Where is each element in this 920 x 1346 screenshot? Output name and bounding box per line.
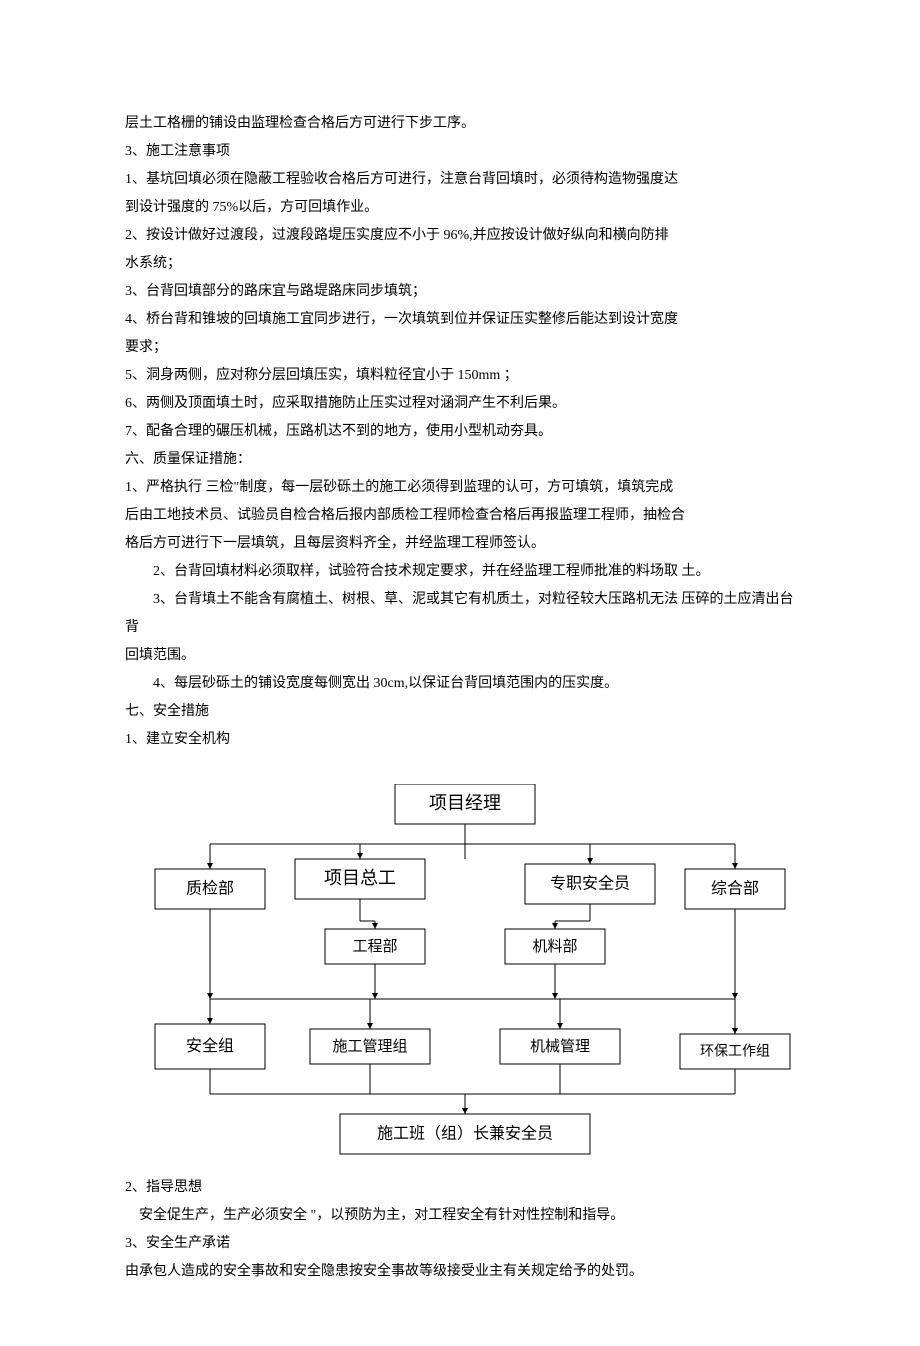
paragraph: 水系统；: [125, 250, 800, 278]
paragraph: 3、安全生产承诺: [125, 1230, 800, 1258]
svg-text:安全组: 安全组: [186, 1037, 234, 1055]
paragraph: 六、质量保证措施：: [125, 446, 800, 474]
paragraph: 4、每层砂砾土的铺设宽度每侧宽出 30cm,以保证台背回填范围内的压实度。: [125, 670, 800, 698]
paragraph: 七、安全措施: [125, 698, 800, 726]
svg-text:质检部: 质检部: [186, 880, 234, 898]
paragraph: 2、按设计做好过渡段，过渡段路堤压实度应不小于 96%,并应按设计做好纵向和横向…: [125, 222, 800, 250]
paragraph: 3、台背回填部分的路床宜与路堤路床同步填筑；: [125, 278, 800, 306]
paragraph: 1、严格执行 三检"制度，每一层砂砾土的施工必须得到监理的认可，方可填筑，填筑完…: [125, 474, 800, 502]
paragraph: 格后方可进行下一层填筑，且每层资料齐全，并经监理工程师签认。: [125, 530, 800, 558]
paragraph: 7、配备合理的碾压机械，压路机达不到的地方，使用小型机动夯具。: [125, 418, 800, 446]
paragraph: 到设计强度的 75%以后，方可回填作业。: [125, 194, 800, 222]
svg-text:机械管理: 机械管理: [530, 1038, 590, 1055]
org-chart: 项目经理质检部 项目总工 专职安全员 综合部工程部 机料部安全组 施工管理组 机械管理 环保工…: [125, 784, 805, 1164]
paragraph: 1、建立安全机构: [125, 726, 800, 754]
paragraph: 要求；: [125, 334, 800, 362]
paragraph: 回填范围。: [125, 642, 800, 670]
svg-text:工程部: 工程部: [352, 938, 397, 955]
svg-text:综合部: 综合部: [711, 880, 759, 898]
svg-text:机料部: 机料部: [532, 938, 577, 955]
paragraph: 4、桥台背和锥坡的回填施工宜同步进行，一次填筑到位并保证压实整修后能达到设计宽度: [125, 306, 800, 334]
paragraph: 由承包人造成的安全事故和安全隐患按安全事故等级接受业主有关规定给予的处罚。: [125, 1258, 800, 1286]
paragraph: 后由工地技术员、试验员自检合格后报内部质检工程师检查合格后再报监理工程师，抽检合: [125, 502, 800, 530]
svg-text:施工管理组: 施工管理组: [332, 1038, 407, 1055]
svg-text:环保工作组: 环保工作组: [700, 1044, 770, 1060]
paragraph: 1、基坑回填必须在隐蔽工程验收合格后方可进行，注意台背回填时，必须待构造物强度达: [125, 166, 800, 194]
paragraph: 2、指导思想: [125, 1174, 800, 1202]
svg-text:专职安全员: 专职安全员: [550, 875, 630, 893]
paragraph: 3、施工注意事项: [125, 138, 800, 166]
paragraph: 5、洞身两侧，应对称分层回填压实，填料粒径宜小于 150mm ；: [125, 362, 800, 390]
svg-text:施工班（组）长兼安全员: 施工班（组）长兼安全员: [377, 1125, 553, 1143]
paragraph: 6、两侧及顶面填土时，应采取措施防止压实过程对涵洞产生不利后果。: [125, 390, 800, 418]
paragraph: 2、台背回填材料必须取样，试验符合技术规定要求，并在经监理工程师批准的料场取 土…: [125, 558, 800, 586]
svg-text:项目经理: 项目经理: [429, 793, 501, 813]
paragraph: 3、台背填土不能含有腐植土、树根、草、泥或其它有机质土，对粒径较大压路机无法 压…: [125, 586, 800, 642]
paragraph: 层土工格栅的铺设由监理检查合格后方可进行下步工序。: [125, 110, 800, 138]
paragraph: 安全促生产，生产必须安全 "，以预防为主，对工程安全有针对性控制和指导。: [125, 1202, 800, 1230]
svg-text:项目总工: 项目总工: [324, 868, 396, 888]
